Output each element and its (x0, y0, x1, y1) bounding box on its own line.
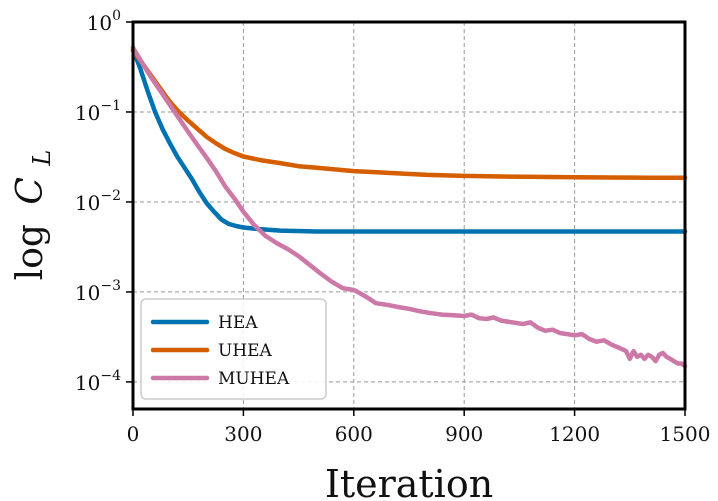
y-tick-label: 10−1 (75, 98, 121, 125)
x-tick-labels: 0 300 600 900 1200 1500 (127, 422, 711, 446)
x-tick-label: 300 (224, 422, 262, 446)
axis-ticks (126, 21, 686, 416)
series-line-uhea (130, 48, 688, 180)
y-axis-title-symbol: C (10, 177, 51, 205)
x-tick-label: 0 (127, 422, 140, 446)
y-tick-labels: 100 10−1 10−2 10−3 10−4 (75, 8, 121, 395)
legend: HEA UHEA MUHEA (140, 298, 327, 400)
y-tick-label: 10−4 (75, 368, 121, 395)
svg-text:log C L: log C L (10, 150, 56, 281)
y-tick-label: 10−3 (75, 278, 121, 305)
y-tick-label: 10−2 (75, 188, 121, 215)
x-tick-label: 1500 (660, 422, 711, 446)
x-tick-label: 1200 (549, 422, 600, 446)
plot-frame (131, 20, 687, 411)
series-line-hea (130, 46, 688, 234)
y-axis-title: log C L (10, 150, 56, 281)
y-tick-label: 100 (87, 8, 121, 35)
series-layer (130, 45, 688, 369)
legend-label-hea: HEA (218, 313, 258, 333)
legend-label-muhea: MUHEA (218, 369, 290, 389)
y-axis-title-text: log (10, 224, 51, 280)
x-tick-label: 600 (335, 422, 373, 446)
x-axis-title: Iteration (325, 462, 493, 501)
series-line-muhea (130, 45, 688, 369)
legend-label-uhea: UHEA (218, 341, 273, 361)
grid-lines (133, 22, 685, 409)
x-tick-label: 900 (445, 422, 483, 446)
y-axis-title-subscript: L (28, 150, 56, 167)
